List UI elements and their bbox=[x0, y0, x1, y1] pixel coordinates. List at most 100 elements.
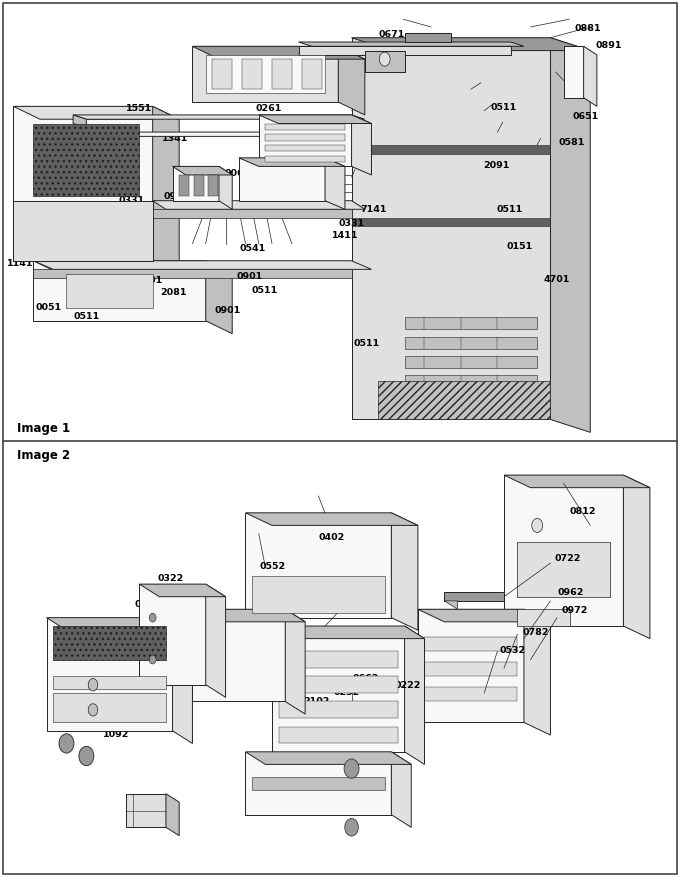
Polygon shape bbox=[624, 476, 650, 639]
Polygon shape bbox=[339, 47, 364, 116]
Circle shape bbox=[88, 679, 98, 691]
Circle shape bbox=[88, 704, 98, 716]
Polygon shape bbox=[152, 201, 364, 210]
Polygon shape bbox=[219, 167, 233, 210]
Circle shape bbox=[59, 734, 74, 753]
Circle shape bbox=[344, 759, 359, 779]
Polygon shape bbox=[418, 609, 524, 723]
Text: 6501: 6501 bbox=[136, 276, 163, 284]
Polygon shape bbox=[286, 609, 305, 715]
Polygon shape bbox=[139, 585, 205, 685]
Polygon shape bbox=[272, 60, 292, 90]
Polygon shape bbox=[245, 514, 392, 618]
Circle shape bbox=[203, 668, 209, 677]
Polygon shape bbox=[252, 576, 385, 614]
Polygon shape bbox=[424, 687, 517, 702]
Text: 0541: 0541 bbox=[239, 244, 266, 253]
Text: 1341: 1341 bbox=[162, 133, 188, 142]
Text: 0732: 0732 bbox=[135, 600, 161, 608]
Text: 0242: 0242 bbox=[169, 673, 195, 682]
Polygon shape bbox=[279, 651, 398, 668]
Polygon shape bbox=[46, 618, 173, 731]
Polygon shape bbox=[272, 626, 405, 752]
Text: 2081: 2081 bbox=[160, 288, 186, 297]
Text: 0901: 0901 bbox=[163, 192, 190, 201]
Polygon shape bbox=[14, 201, 152, 262]
Polygon shape bbox=[242, 60, 262, 90]
Polygon shape bbox=[302, 60, 322, 90]
Polygon shape bbox=[53, 694, 166, 723]
Polygon shape bbox=[352, 219, 551, 227]
Polygon shape bbox=[126, 794, 166, 827]
Polygon shape bbox=[445, 593, 504, 601]
Polygon shape bbox=[504, 476, 624, 626]
Polygon shape bbox=[67, 274, 152, 308]
Polygon shape bbox=[424, 637, 517, 651]
Polygon shape bbox=[192, 609, 286, 702]
Polygon shape bbox=[139, 585, 226, 597]
Polygon shape bbox=[14, 107, 180, 120]
Polygon shape bbox=[265, 125, 345, 131]
Polygon shape bbox=[424, 662, 517, 677]
Text: 0511: 0511 bbox=[252, 286, 278, 295]
Text: Image 2: Image 2 bbox=[17, 449, 70, 462]
Polygon shape bbox=[405, 395, 537, 407]
Polygon shape bbox=[504, 476, 650, 488]
Polygon shape bbox=[392, 752, 411, 827]
Text: 0651: 0651 bbox=[573, 112, 599, 120]
Text: 2091: 2091 bbox=[483, 161, 509, 169]
Text: 2102: 2102 bbox=[303, 696, 330, 705]
Polygon shape bbox=[352, 39, 590, 52]
Polygon shape bbox=[245, 752, 392, 815]
Text: 0402: 0402 bbox=[318, 533, 345, 542]
Polygon shape bbox=[272, 626, 424, 639]
Polygon shape bbox=[583, 47, 597, 107]
Polygon shape bbox=[33, 270, 352, 278]
Text: 0812: 0812 bbox=[570, 507, 596, 515]
Polygon shape bbox=[252, 777, 385, 789]
Polygon shape bbox=[192, 47, 364, 60]
Text: 0222: 0222 bbox=[394, 680, 421, 689]
Text: 1411: 1411 bbox=[332, 231, 358, 240]
Polygon shape bbox=[152, 107, 180, 274]
Polygon shape bbox=[279, 677, 398, 694]
Circle shape bbox=[203, 635, 209, 644]
Text: 0331: 0331 bbox=[119, 196, 145, 205]
Text: 0331: 0331 bbox=[339, 219, 364, 227]
Text: 0511: 0511 bbox=[496, 205, 523, 213]
Text: 0081: 0081 bbox=[95, 227, 122, 236]
Polygon shape bbox=[364, 52, 405, 73]
Polygon shape bbox=[392, 514, 418, 630]
Polygon shape bbox=[180, 176, 189, 198]
Text: 0061: 0061 bbox=[224, 169, 251, 177]
Text: 0511: 0511 bbox=[73, 312, 100, 320]
Polygon shape bbox=[352, 116, 371, 176]
Polygon shape bbox=[192, 47, 339, 103]
Text: 0901: 0901 bbox=[215, 306, 241, 314]
Polygon shape bbox=[208, 176, 218, 198]
Polygon shape bbox=[279, 727, 398, 744]
Text: 0901: 0901 bbox=[237, 271, 263, 280]
Polygon shape bbox=[564, 47, 583, 98]
Circle shape bbox=[345, 818, 358, 836]
Circle shape bbox=[149, 614, 156, 623]
Text: 1092: 1092 bbox=[103, 730, 130, 738]
Text: 1402: 1402 bbox=[230, 626, 256, 635]
Polygon shape bbox=[33, 125, 139, 198]
Polygon shape bbox=[299, 43, 524, 47]
Text: 0552: 0552 bbox=[260, 562, 286, 571]
Polygon shape bbox=[517, 609, 571, 626]
Text: Image 1: Image 1 bbox=[17, 421, 70, 435]
Circle shape bbox=[149, 655, 156, 664]
Text: 0532: 0532 bbox=[500, 645, 526, 654]
Polygon shape bbox=[405, 318, 537, 330]
Polygon shape bbox=[152, 210, 352, 219]
Text: 0261: 0261 bbox=[255, 104, 282, 112]
Text: 0972: 0972 bbox=[561, 605, 588, 614]
Polygon shape bbox=[445, 601, 458, 609]
Polygon shape bbox=[53, 626, 166, 660]
Polygon shape bbox=[279, 702, 398, 718]
Polygon shape bbox=[551, 39, 590, 433]
Polygon shape bbox=[14, 107, 152, 262]
Text: 7122: 7122 bbox=[345, 587, 372, 596]
